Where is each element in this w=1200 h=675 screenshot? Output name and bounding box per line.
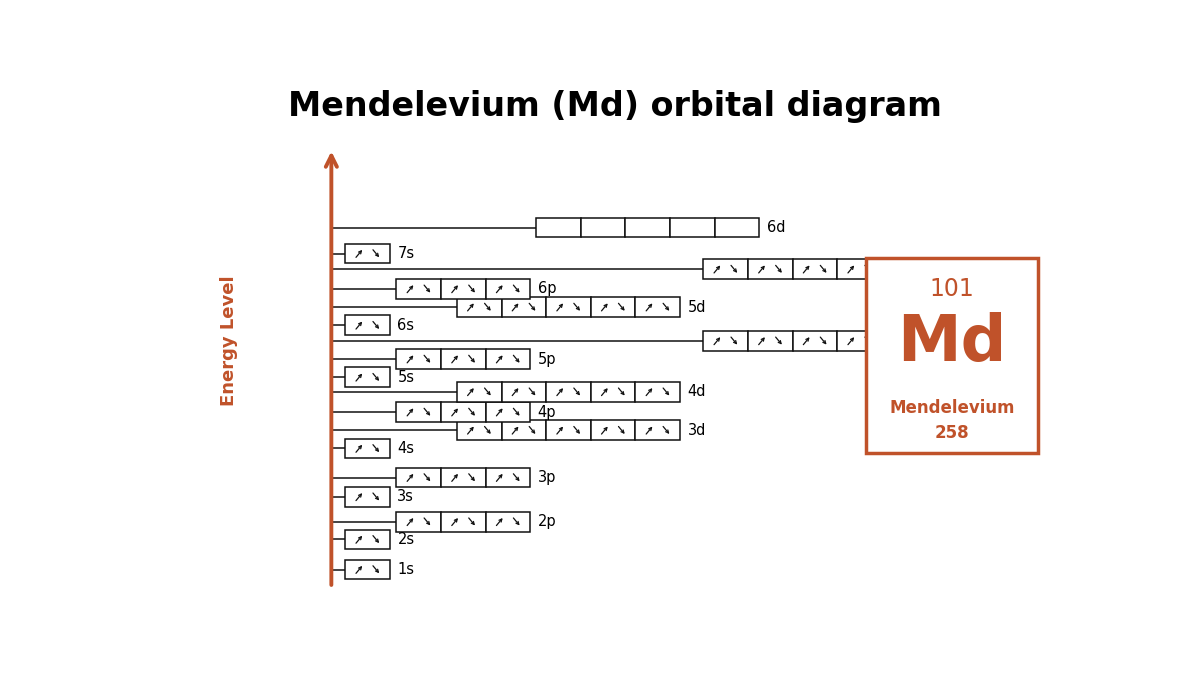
Bar — [346, 244, 390, 263]
Bar — [486, 402, 530, 422]
Bar — [442, 402, 486, 422]
Bar — [926, 259, 971, 279]
Bar — [748, 259, 793, 279]
Bar — [396, 512, 442, 532]
Text: 5f: 5f — [1024, 262, 1038, 277]
Text: 6s: 6s — [397, 318, 414, 333]
Text: 2s: 2s — [397, 532, 414, 547]
Bar — [396, 349, 442, 369]
Bar — [457, 382, 502, 402]
Bar — [590, 382, 636, 402]
Bar — [486, 279, 530, 299]
Bar — [396, 279, 442, 299]
Text: 5p: 5p — [538, 352, 557, 367]
Bar — [971, 259, 1016, 279]
Text: 4f: 4f — [1024, 333, 1038, 348]
Bar — [502, 297, 546, 317]
Bar — [625, 218, 670, 238]
Bar — [546, 297, 590, 317]
Bar — [838, 331, 882, 351]
Bar — [346, 367, 390, 387]
Bar — [442, 279, 486, 299]
Bar — [714, 218, 760, 238]
Text: Mendelevium (Md) orbital diagram: Mendelevium (Md) orbital diagram — [288, 90, 942, 124]
Text: 3d: 3d — [688, 423, 706, 438]
Bar — [546, 421, 590, 440]
Bar — [457, 421, 502, 440]
Bar — [866, 258, 1038, 453]
Bar — [536, 218, 581, 238]
Bar — [346, 560, 390, 579]
Bar — [457, 297, 502, 317]
Bar — [502, 421, 546, 440]
Bar — [346, 530, 390, 549]
Text: 5s: 5s — [397, 370, 414, 385]
Bar — [346, 315, 390, 335]
Text: 3s: 3s — [397, 489, 414, 504]
Text: 4d: 4d — [688, 384, 706, 400]
Text: 101: 101 — [930, 277, 974, 301]
Text: 258: 258 — [935, 424, 970, 442]
Text: Energy Level: Energy Level — [220, 275, 238, 406]
Text: Md: Md — [898, 313, 1007, 375]
Bar — [442, 512, 486, 532]
Text: 3p: 3p — [538, 470, 556, 485]
Text: 5d: 5d — [688, 300, 706, 315]
Bar — [838, 259, 882, 279]
Bar — [793, 259, 838, 279]
Bar — [502, 382, 546, 402]
Text: 6p: 6p — [538, 281, 557, 296]
Text: 2p: 2p — [538, 514, 557, 529]
Bar — [793, 331, 838, 351]
Bar — [346, 439, 390, 458]
Bar — [396, 402, 442, 422]
Text: 6d: 6d — [767, 220, 785, 235]
Bar — [486, 468, 530, 487]
Bar — [882, 331, 926, 351]
Bar — [346, 487, 390, 507]
Bar — [636, 382, 680, 402]
Bar — [703, 331, 748, 351]
Bar — [748, 331, 793, 351]
Bar — [636, 421, 680, 440]
Bar — [396, 468, 442, 487]
Bar — [590, 421, 636, 440]
Bar — [926, 331, 971, 351]
Bar — [442, 468, 486, 487]
Bar — [546, 382, 590, 402]
Bar — [971, 331, 1016, 351]
Text: 4s: 4s — [397, 441, 414, 456]
Bar — [636, 297, 680, 317]
Bar — [703, 259, 748, 279]
Text: 1s: 1s — [397, 562, 414, 577]
Bar — [486, 512, 530, 532]
Bar — [590, 297, 636, 317]
Bar — [581, 218, 625, 238]
Text: 7s: 7s — [397, 246, 414, 261]
Bar — [670, 218, 714, 238]
Bar — [486, 349, 530, 369]
Text: Mendelevium: Mendelevium — [889, 399, 1015, 416]
Bar — [882, 259, 926, 279]
Text: 4p: 4p — [538, 404, 557, 420]
Bar — [442, 349, 486, 369]
